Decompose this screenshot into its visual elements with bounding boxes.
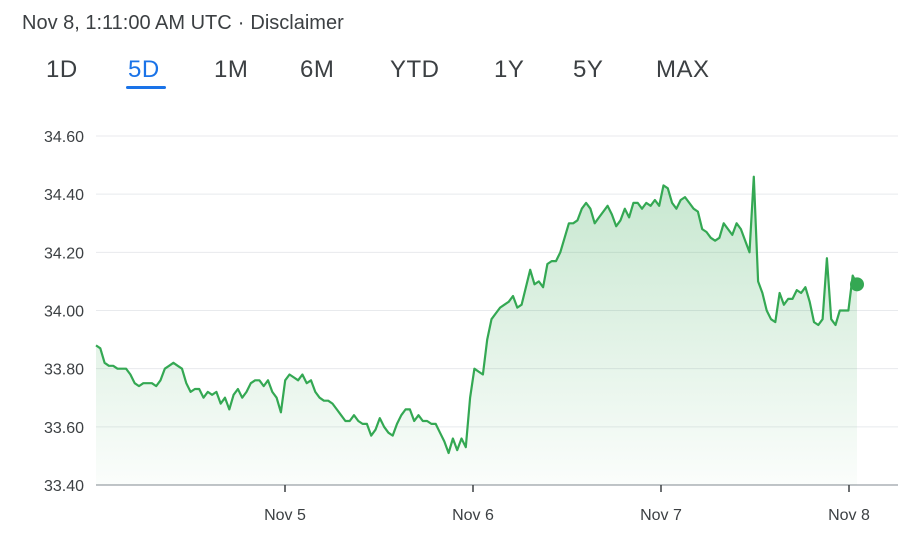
x-tick-label: Nov 5	[264, 507, 306, 524]
tab-5d[interactable]: 5D	[128, 56, 160, 83]
y-tick-label: 34.20	[44, 245, 84, 262]
timestamp-header: Nov 8, 1:11:00 AM UTC · Disclaimer	[22, 12, 344, 35]
tab-max[interactable]: MAX	[656, 56, 710, 83]
y-tick-label: 34.40	[44, 187, 84, 204]
x-axis: Nov 5 Nov 6 Nov 7 Nov 8	[264, 485, 870, 524]
y-tick-label: 33.80	[44, 362, 84, 379]
price-line	[95, 175, 858, 455]
x-tick-label: Nov 6	[452, 507, 494, 524]
tab-1y[interactable]: 1Y	[494, 56, 525, 83]
x-tick-label: Nov 7	[640, 507, 682, 524]
timestamp-text: Nov 8, 1:11:00 AM UTC	[22, 12, 232, 34]
tab-1d[interactable]: 1D	[46, 56, 78, 83]
price-area-fill	[96, 176, 857, 485]
tab-1m[interactable]: 1M	[214, 56, 249, 83]
y-axis-labels: 34.60 34.40 34.20 34.00 33.80 33.60 33.40	[44, 129, 84, 495]
y-tick-label: 34.60	[44, 129, 84, 146]
tab-6m[interactable]: 6M	[300, 56, 335, 83]
y-tick-label: 33.40	[44, 478, 84, 495]
tab-ytd[interactable]: YTD	[390, 56, 440, 83]
range-tabs: 1D 5D 1M 6M YTD 1Y 5Y MAX	[0, 52, 901, 94]
tab-5y[interactable]: 5Y	[573, 56, 604, 83]
y-tick-label: 34.00	[44, 304, 84, 321]
header-separator: ·	[237, 12, 245, 34]
y-tick-label: 33.60	[44, 420, 84, 437]
active-tab-underline	[126, 86, 166, 89]
current-price-dot[interactable]	[850, 277, 864, 292]
x-tick-label: Nov 8	[828, 507, 870, 524]
disclaimer-link[interactable]: Disclaimer	[250, 12, 344, 34]
